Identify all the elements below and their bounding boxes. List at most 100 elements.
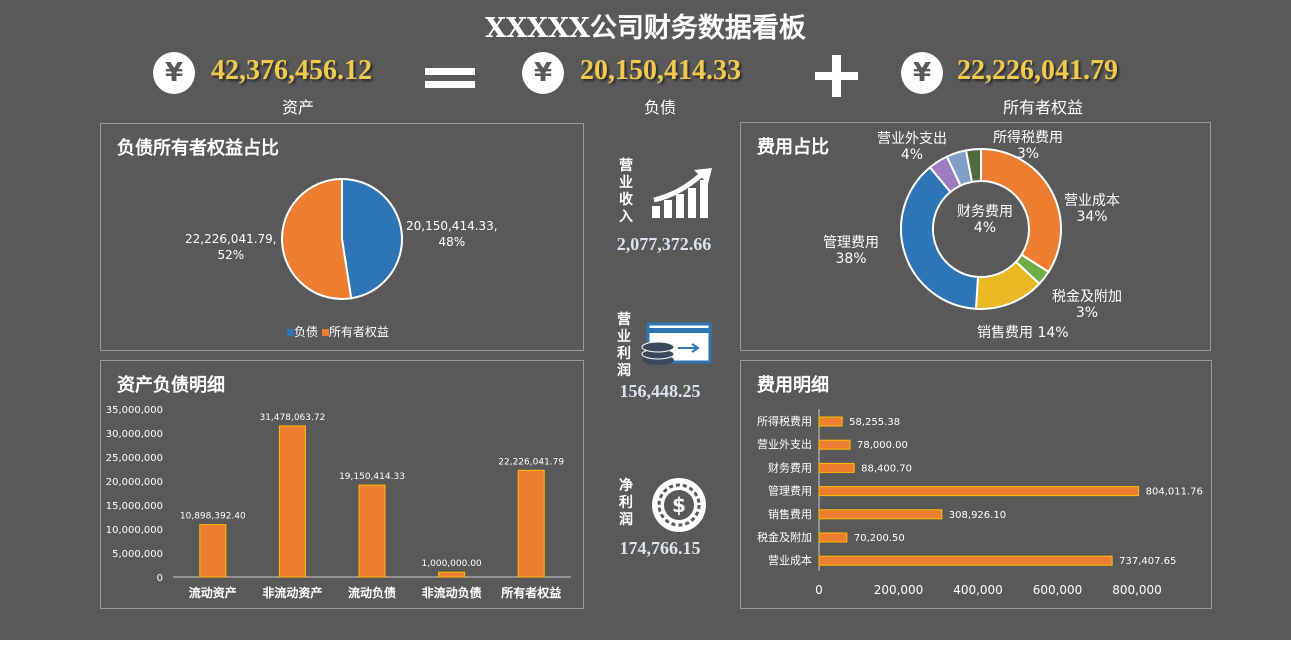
operating-profit-label: 营业利润 [617,312,631,379]
x-tick-label: 200,000 [874,583,924,597]
bar [818,439,851,450]
y-category-label: 税金及附加 [757,530,812,544]
yen-icon: ¥ [522,52,564,94]
y-tick-label: 20,000,000 [106,477,163,488]
liability-equity-pie-panel: 负债所有者权益占比 20,150,414.33, 48% 22,226,041.7… [100,123,584,351]
bar [358,484,386,578]
bar [818,416,843,427]
plus-icon-bar [832,55,841,97]
bar-value-label: 10,898,392.40 [180,512,246,522]
x-tick-label: 0 [815,583,823,597]
x-category-label: 非流动负债 [422,585,482,600]
bar-value-label: 1,000,000.00 [422,559,482,569]
panel-title: 费用占比 [757,137,829,158]
bar-value-label: 22,226,041.79 [498,457,564,467]
net-profit-label: 净利润 [619,478,633,528]
pie-legend: 负债 所有者权益 [287,324,389,340]
balance-detail-panel: 资产负债明细 0 5,000,000 10,000,000 15,000,000 20,… [100,360,584,609]
bar-value-label: 31,478,063.72 [259,413,325,423]
donut-slice-0 [980,147,1062,274]
money-card-icon [641,322,712,365]
y-category-label: 销售费用 [768,507,812,521]
liabilities-label: 负债 [643,98,676,117]
donut-chart [900,147,1062,310]
panel-title: 负债所有者权益占比 [117,138,279,159]
y-category-label: 财务费用 [768,460,812,474]
horizontal-bar-chart: 所得税费用 58,255.38 营业外支出 78,000.00 财务费用 88,400.7… [757,409,1203,597]
bar [438,571,466,578]
donut-label: 税金及附加 3% [1052,289,1122,321]
y-category-label: 所得税费用 [757,414,812,428]
y-category-label: 管理费用 [768,484,812,498]
equity-label: 所有者权益 [1002,98,1083,117]
bar-value-label: 804,011.76 [1146,487,1203,498]
assets-label: 资产 [281,98,314,117]
expense-share-panel: 费用占比 营业成本 34% 税金及附加 3% 销售费用 14% 管理费用 38% 财务… [740,122,1211,351]
bar-value-label: 737,407.65 [1119,556,1176,567]
bar-value-label: 19,150,414.33 [339,472,405,482]
panel-title: 费用明细 [757,375,829,396]
donut-slice-3 [900,165,980,310]
x-tick-label: 800,000 [1112,583,1162,597]
y-category-label: 营业成本 [768,553,812,567]
dollar-coin-icon: $ [652,478,706,532]
x-category-label: 所有者权益 [501,585,561,600]
bar-value-label: 308,926.10 [949,510,1006,521]
bar-value-label: 58,255.38 [849,417,900,428]
bar-value-label: 78,000.00 [857,440,908,451]
bar [818,509,943,520]
bar [199,524,227,578]
yen-icon: ¥ [153,52,195,94]
donut-label: 营业成本 34% [1064,193,1120,225]
y-tick-label: 15,000,000 [106,501,163,512]
bar-chart: 0 5,000,000 10,000,000 15,000,000 20,000,000… [106,405,571,600]
equals-icon-bar [425,81,475,88]
bar [818,462,855,473]
panel-title: 资产负债明细 [117,375,225,396]
x-tick-label: 400,000 [953,583,1003,597]
y-tick-label: 0 [157,573,163,584]
assets-value: 42,376,456.12 [211,55,372,86]
bar [818,555,1113,566]
y-category-label: 营业外支出 [757,437,812,451]
donut-slice-6 [964,147,982,184]
growth-chart-icon [652,168,712,218]
pie-label-equity: 22,226,041.79, 52% [185,232,277,262]
y-tick-label: 30,000,000 [106,429,163,440]
x-category-label: 流动资产 [189,585,237,600]
equals-icon [425,68,475,75]
bar [818,486,1140,497]
bar-value-label: 70,200.50 [854,533,905,544]
expense-detail-panel: 费用明细 所得税费用 58,255.38 营业外支出 78,000.00 财务费用 88,… [740,360,1212,609]
y-tick-label: 25,000,000 [106,453,163,464]
bar [278,425,306,578]
page-title: XXXXX公司财务数据看板 [485,13,806,44]
legend-swatch-blue [287,329,294,336]
pie-slice-1 [281,177,353,300]
pie-slice-0 [341,177,403,300]
y-tick-label: 35,000,000 [106,405,163,416]
x-tick-label: 600,000 [1033,583,1083,597]
pie-label-liabilities: 20,150,414.33, 48% [406,219,498,249]
liabilities-value: 20,150,414.33 [580,55,741,86]
revenue-label: 营业收入 [619,158,633,225]
revenue-value: 2,077,372.66 [616,234,712,254]
bar [517,469,545,578]
x-category-label: 流动负债 [348,585,396,600]
bar-value-label: 88,400.70 [861,463,912,474]
legend-swatch-orange [321,329,329,336]
donut-label: 营业外支出 4% [877,131,947,163]
yen-icon: ¥ [901,52,943,94]
donut-label: 所得税费用 3% [993,130,1063,162]
svg-text:$: $ [672,493,686,517]
y-tick-label: 10,000,000 [106,525,163,536]
donut-label: 销售费用 14% [977,325,1069,341]
donut-label: 财务费用 4% [957,204,1013,236]
y-tick-label: 5,000,000 [112,549,163,560]
net-profit-value: 174,766.15 [619,538,701,558]
operating-profit-value: 156,448.25 [619,381,701,401]
x-category-label: 非流动资产 [262,585,322,600]
equity-value: 22,226,041.79 [957,55,1118,86]
donut-label: 管理费用 38% [823,235,879,267]
